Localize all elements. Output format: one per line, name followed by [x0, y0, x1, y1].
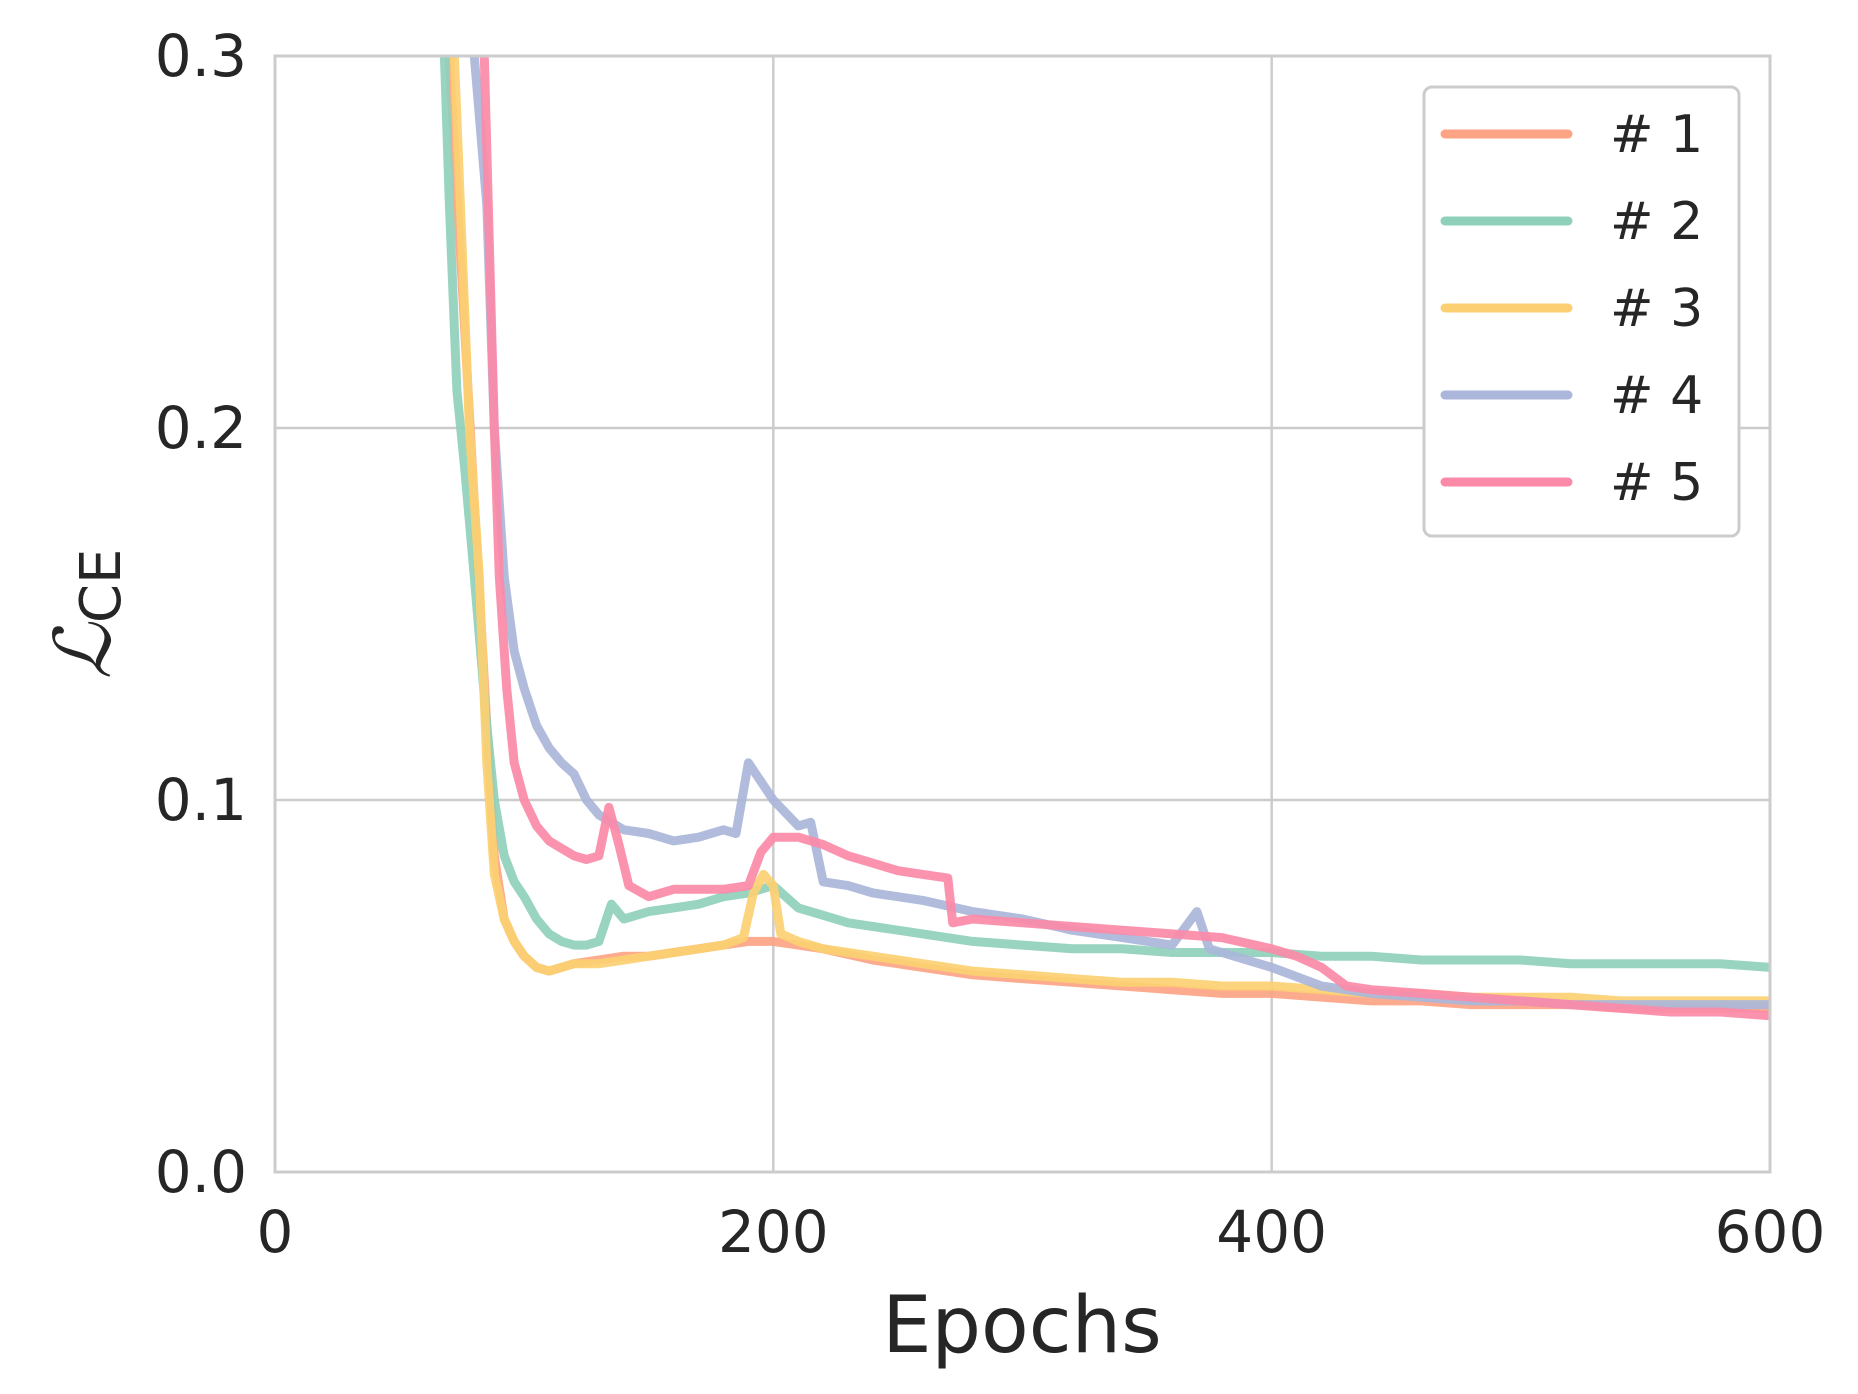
y-tick-label: 0.1 [155, 766, 247, 834]
x-tick-label: 200 [718, 1198, 829, 1266]
x-tick-label: 600 [1715, 1198, 1826, 1266]
legend-label-3: # 3 [1610, 279, 1703, 339]
y-tick-label: 0.2 [155, 394, 247, 462]
series-line-2 [439, 56, 1770, 972]
y-tick-label: 0.0 [155, 1138, 247, 1206]
legend-label-1: # 1 [1610, 105, 1703, 165]
legend-label-2: # 2 [1610, 192, 1703, 252]
x-tick-label: 0 [257, 1198, 294, 1266]
x-tick-label: 400 [1216, 1198, 1327, 1266]
legend: # 1 # 2 # 3 # 4 # 5 [1422, 85, 1741, 538]
legend-box [1422, 85, 1741, 538]
series-lines [439, 56, 1770, 1021]
y-axis-label: ℒCE [39, 549, 134, 680]
y-axis-label-subscript: CE [69, 549, 134, 623]
legend-label-5: # 5 [1610, 453, 1703, 513]
y-tick-label: 0.3 [155, 22, 247, 90]
y-axis-label-symbol: ℒ [39, 621, 129, 679]
y-tick-labels: 0.0 0.1 0.2 0.3 [155, 22, 247, 1206]
plot-border [273, 54, 1772, 1174]
series-line-5 [479, 56, 1770, 1021]
x-tick-labels: 0 200 400 600 [257, 1198, 1826, 1266]
svg-text:ℒCE: ℒCE [39, 549, 134, 680]
legend-label-4: # 4 [1610, 366, 1703, 426]
x-axis-label: Epochs [882, 1281, 1161, 1371]
